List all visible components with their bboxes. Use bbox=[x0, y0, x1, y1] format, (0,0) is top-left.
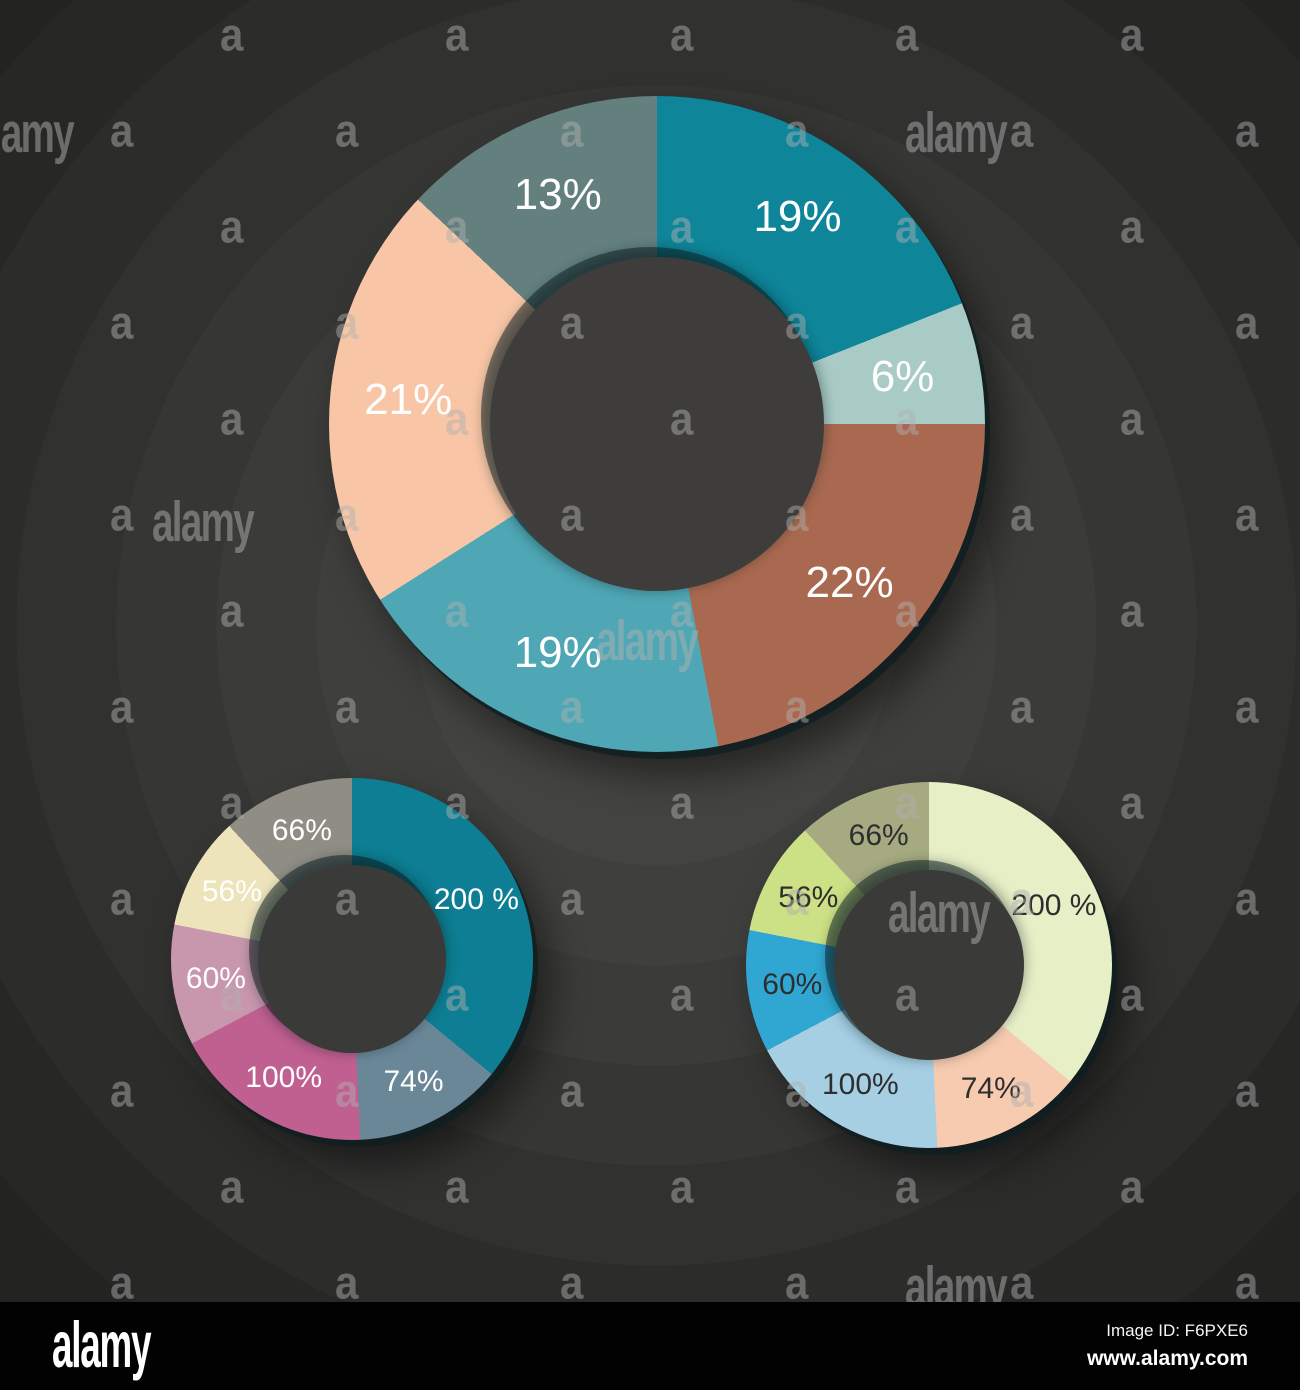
segment-label: 74% bbox=[383, 1065, 444, 1099]
segment-label: 6% bbox=[870, 352, 935, 402]
segment-label: 19% bbox=[753, 192, 842, 242]
segment-label: 60% bbox=[185, 962, 246, 996]
segment-label: 56% bbox=[201, 875, 262, 909]
segment-label: 100% bbox=[821, 1067, 899, 1101]
segment-label: 200 % bbox=[433, 883, 519, 917]
segment-label: 74% bbox=[960, 1071, 1021, 1105]
image-id-text: Image ID: F6PXE6 bbox=[1106, 1321, 1248, 1340]
segment-label: 60% bbox=[762, 968, 823, 1002]
donut-small-left: 200 % 74% 100% 60% 56% 66% bbox=[171, 778, 533, 1140]
segment-label: 22% bbox=[805, 558, 894, 608]
donut-small-right: 200 % 74% 100% 60% 56% 66% bbox=[746, 782, 1112, 1148]
footer-bar: alamy Image ID: F6PXE6 www.alamy.com bbox=[0, 1302, 1300, 1390]
segment-label: 200 % bbox=[1011, 889, 1097, 923]
footer-meta: Image ID: F6PXE6 www.alamy.com bbox=[1087, 1321, 1248, 1371]
segment-label: 100% bbox=[245, 1061, 323, 1095]
website-url-text: www.alamy.com bbox=[1086, 1347, 1248, 1370]
donut-large: 19% 6% 22% 19% 21% 13% bbox=[329, 96, 985, 752]
donut-hole bbox=[490, 257, 824, 591]
segment-label: 66% bbox=[848, 819, 909, 853]
segment-label: 21% bbox=[364, 375, 453, 425]
segment-label: 66% bbox=[271, 813, 332, 847]
segment-label: 19% bbox=[513, 628, 602, 678]
segment-label: 13% bbox=[513, 169, 602, 219]
segment-label: 56% bbox=[778, 880, 839, 914]
donut-hole bbox=[834, 870, 1024, 1060]
alamy-logo: alamy bbox=[52, 1307, 152, 1382]
donut-hole bbox=[258, 865, 446, 1053]
